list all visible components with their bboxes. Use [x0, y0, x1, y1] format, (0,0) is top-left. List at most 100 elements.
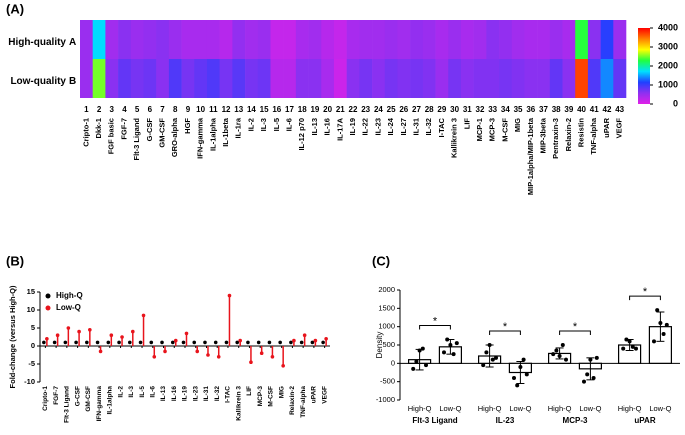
significance-bracket: [419, 325, 451, 330]
point: [292, 338, 296, 343]
point: [246, 340, 250, 345]
point: [42, 340, 46, 345]
y-tick-label: 2000: [378, 285, 395, 294]
column-label: MCP-1: [475, 118, 484, 141]
y-tick-label: -500: [380, 377, 395, 386]
heat-cell: [130, 59, 144, 98]
point: [88, 328, 92, 332]
column-number: 35: [514, 105, 523, 114]
y-tick-label: 15: [27, 287, 35, 296]
significance-label: *: [573, 321, 578, 333]
heat-cell: [308, 59, 322, 98]
heat-cell: [397, 20, 411, 59]
heat-cell: [410, 20, 424, 59]
heat-cell: [613, 59, 627, 98]
column-number: 36: [526, 105, 535, 114]
column-label: GM-CSF: [158, 118, 167, 148]
data-point: [661, 332, 666, 336]
heat-cell: [587, 59, 601, 98]
data-point: [664, 322, 669, 327]
data-point: [588, 357, 593, 362]
data-point: [554, 348, 559, 353]
significance-bracket: [559, 330, 591, 335]
heat-cell: [473, 59, 487, 98]
heat-cell: [270, 59, 284, 98]
heat-cell: [422, 59, 436, 98]
data-point: [512, 376, 516, 380]
point: [45, 337, 49, 341]
point: [299, 340, 304, 345]
heat-cell: [257, 20, 271, 59]
column-label: IL-17A: [335, 117, 344, 141]
heat-cell: [397, 59, 411, 98]
heat-cell: [460, 20, 474, 59]
data-point: [594, 355, 599, 360]
point: [195, 349, 200, 354]
heat-cell: [600, 20, 614, 59]
colorbar-tick-label: 0: [673, 98, 678, 108]
heat-cell: [105, 20, 119, 59]
y-tick-label: 5: [31, 323, 35, 332]
column-label: IL-13: [310, 118, 319, 136]
heat-cell: [295, 20, 309, 59]
heat-cell: [435, 59, 449, 98]
y-axis-label: Fold-change (versus High-Q): [8, 285, 17, 388]
data-point: [484, 350, 489, 355]
significance-bracket: [489, 330, 521, 335]
column-number: 30: [450, 105, 459, 114]
data-point: [624, 337, 629, 342]
point: [267, 340, 272, 345]
data-point: [630, 344, 635, 349]
column-label: IL-1alpha: [208, 117, 217, 151]
column-label: Resistin: [577, 118, 586, 148]
point: [278, 340, 282, 345]
data-point: [582, 379, 586, 384]
legend-label: Low-Q: [56, 303, 81, 312]
column-number: 41: [590, 105, 599, 114]
column-label: HGF: [183, 118, 192, 134]
data-point: [655, 308, 660, 313]
heat-cell: [92, 20, 106, 59]
significance-label: *: [643, 286, 648, 298]
column-number: 7: [160, 105, 165, 114]
point: [138, 340, 143, 345]
point: [238, 338, 243, 343]
y-tick-label: -10: [24, 377, 35, 386]
column-number: 22: [349, 105, 358, 114]
column-number: 32: [476, 105, 485, 114]
heat-cell: [562, 20, 576, 59]
column-label: IL-31: [411, 118, 420, 136]
bar-label: High-Q: [618, 404, 642, 413]
heat-cell: [219, 20, 233, 59]
x-tick-label: IL-23: [192, 386, 199, 402]
column-number: 10: [196, 105, 205, 114]
heat-cell: [486, 59, 500, 98]
column-number: 25: [387, 105, 396, 114]
x-tick-label: Flt-3 Ligand: [64, 386, 71, 423]
y-tick-label: -1000: [376, 395, 395, 404]
column-number: 3: [110, 105, 115, 114]
heat-cell: [359, 59, 373, 98]
point: [160, 340, 164, 345]
point: [109, 333, 114, 338]
bar-label: High-Q: [478, 404, 502, 413]
x-tick-label: Relaxin-2: [289, 386, 296, 415]
point: [106, 340, 111, 345]
column-label: IL-16: [323, 118, 332, 136]
point: [289, 340, 293, 345]
heat-cell: [80, 20, 93, 59]
data-point: [451, 352, 456, 357]
heat-cell: [575, 20, 589, 59]
data-point: [411, 366, 416, 371]
column-label: TNF-alpha: [589, 117, 598, 154]
point: [256, 340, 261, 345]
data-point: [524, 372, 529, 377]
column-number: 14: [247, 105, 256, 114]
heat-cell: [321, 59, 335, 98]
column-number: 19: [310, 105, 319, 114]
x-tick-label: Kallikrein 3: [235, 386, 242, 421]
point: [141, 313, 146, 318]
point: [259, 351, 264, 356]
bar-label: High-Q: [408, 404, 432, 413]
point: [216, 355, 221, 359]
